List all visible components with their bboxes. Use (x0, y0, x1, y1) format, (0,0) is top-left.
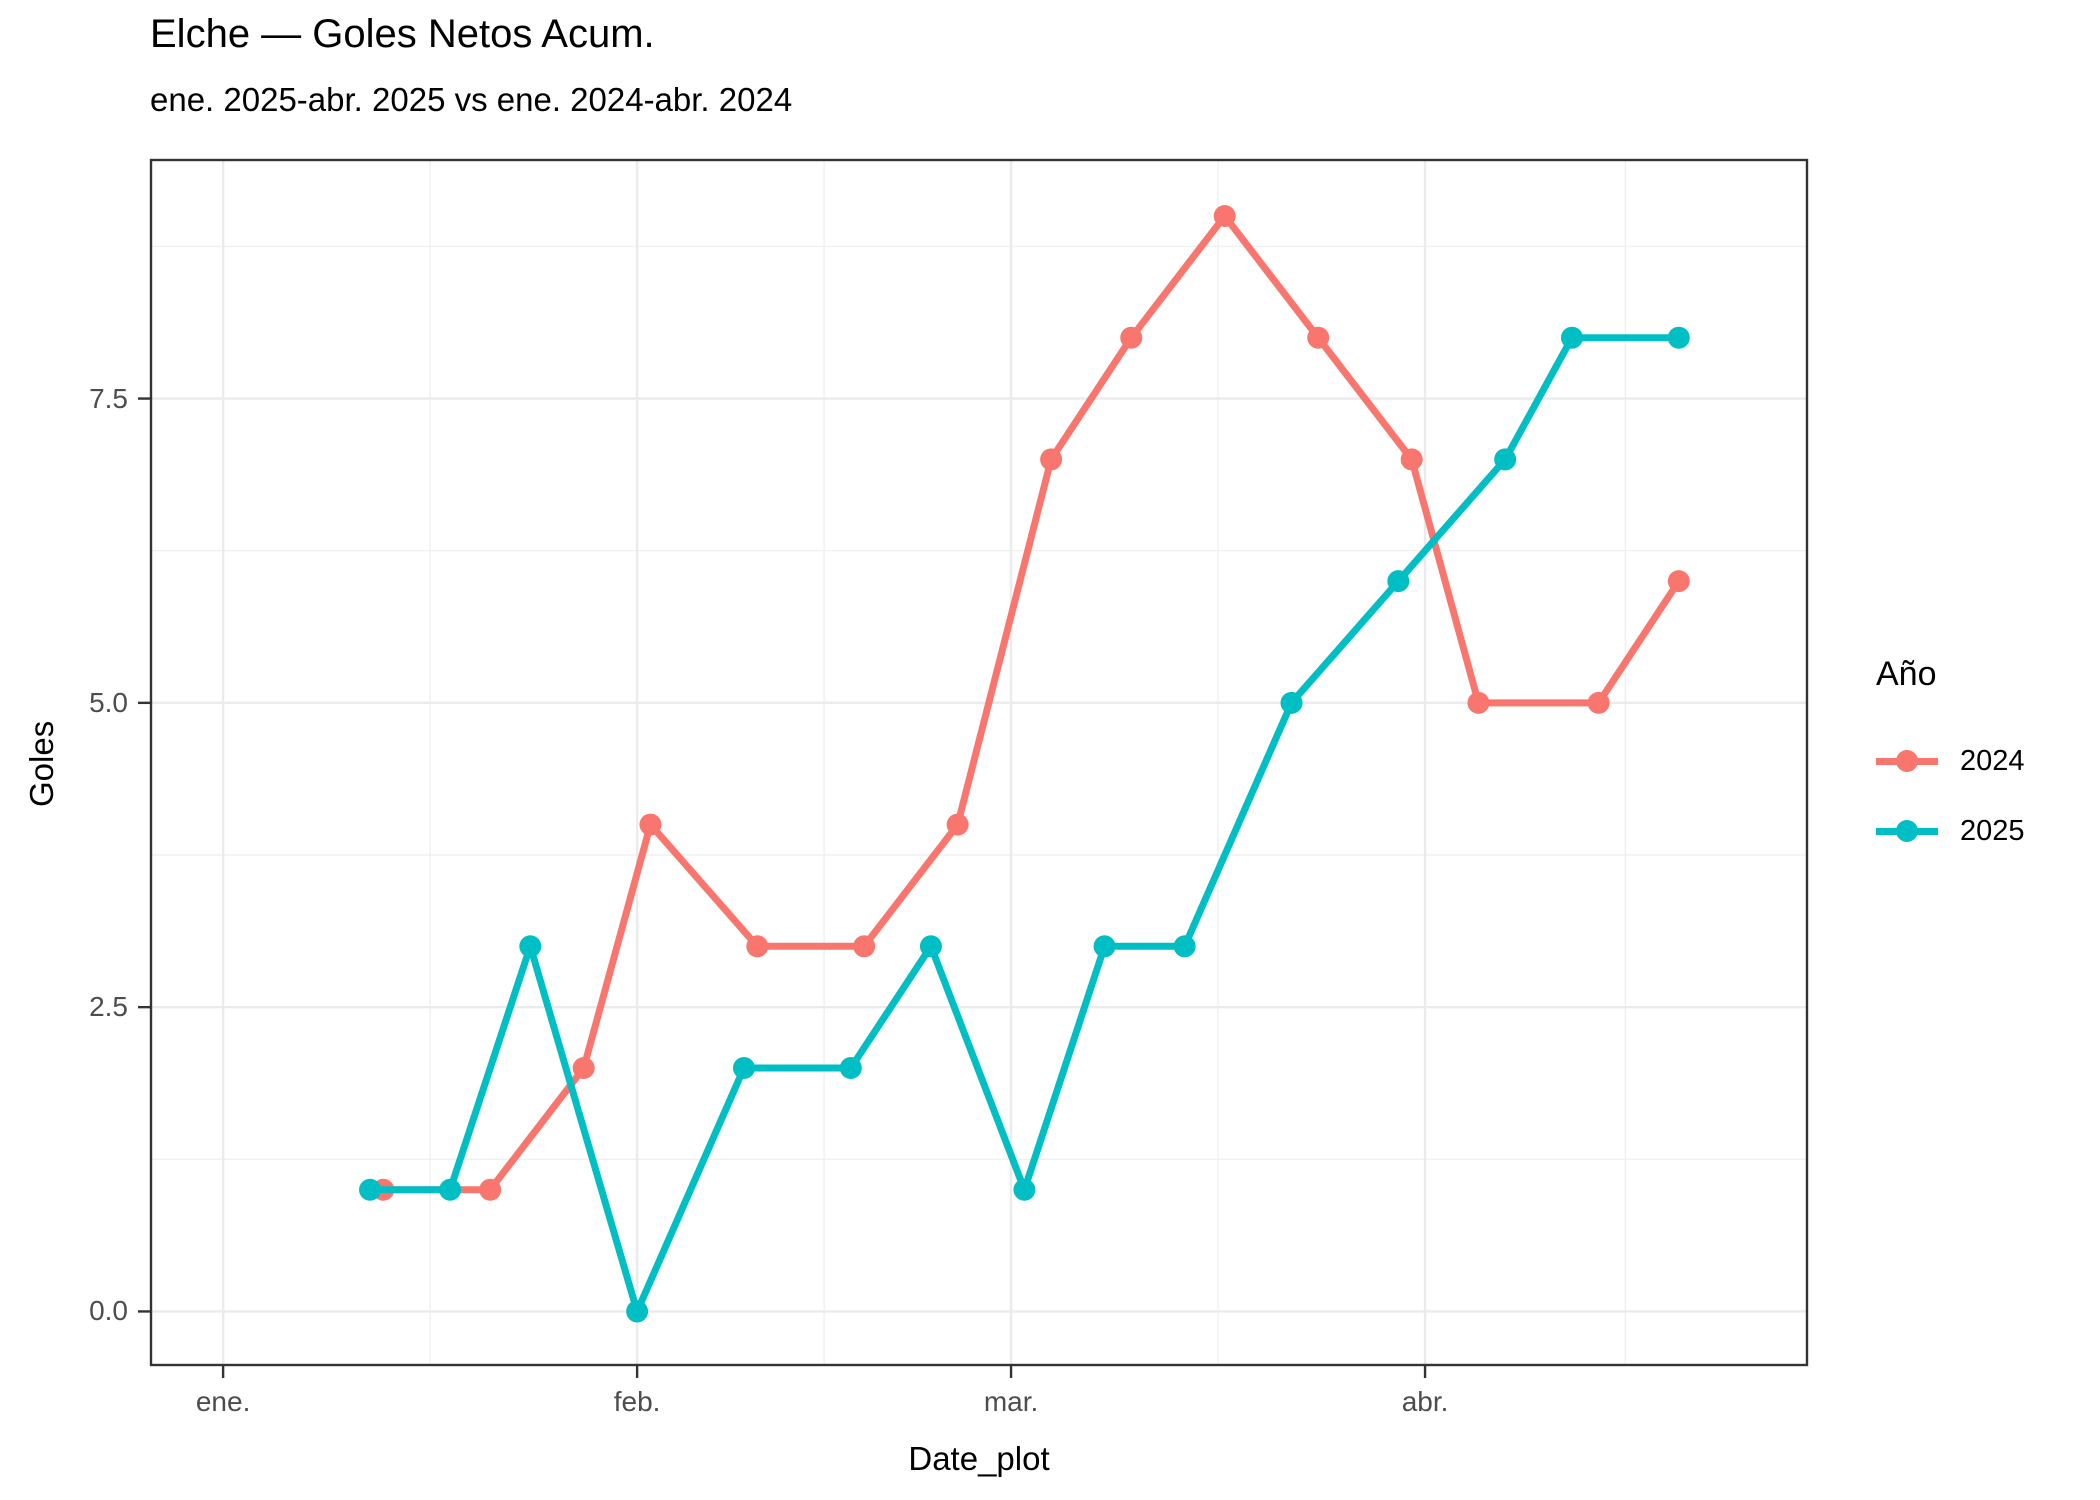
chart-subtitle: ene. 2025-abr. 2025 vs ene. 2024-abr. 20… (150, 81, 793, 118)
x-tick-label: ene. (195, 1386, 251, 1417)
data-point-2025 (439, 1178, 462, 1201)
legend-dot-icon (1896, 820, 1918, 842)
y-tick-label: 7.5 (89, 382, 128, 414)
data-point-2025 (1173, 935, 1196, 958)
x-tick-label: mar. (983, 1386, 1039, 1417)
data-point-2025 (1560, 326, 1583, 349)
legend-title: Año (1876, 655, 1937, 693)
legend-entry-2024: 2024 (1876, 738, 2025, 784)
data-point-2024 (639, 813, 662, 836)
data-point-2025 (1280, 691, 1303, 714)
data-point-2024 (1120, 326, 1143, 349)
legend-key-2025-icon (1876, 808, 1938, 854)
line-2025 (370, 334, 1679, 1315)
data-point-2025 (839, 1057, 862, 1080)
data-point-2025 (732, 1057, 755, 1080)
legend-entry-2025: 2025 (1876, 808, 2025, 854)
legend-label-2024: 2024 (1960, 744, 2025, 777)
data-point-2025 (359, 1178, 382, 1201)
data-point-2024 (946, 813, 969, 836)
data-point-2024 (572, 1057, 595, 1080)
x-axis-title: Date_plot (908, 1440, 1050, 1477)
data-point-2024 (1587, 691, 1610, 714)
data-point-2024 (853, 935, 876, 958)
legend-label-2025: 2025 (1960, 814, 2025, 847)
y-tick-label: 5.0 (89, 686, 128, 718)
data-point-2025 (1093, 935, 1116, 958)
y-tick-label: 0.0 (89, 1295, 128, 1327)
data-point-2024 (746, 935, 769, 958)
y-tick-label: 2.5 (89, 991, 128, 1023)
chart-title: Elche — Goles Netos Acum. (150, 12, 655, 56)
data-point-2024 (1400, 448, 1423, 471)
x-tick-label: feb. (613, 1386, 661, 1417)
data-point-2024 (479, 1178, 502, 1201)
legend-dot-icon (1896, 750, 1918, 772)
y-axis-title: Goles (23, 720, 60, 807)
data-point-2025 (626, 1300, 649, 1323)
data-point-2025 (1667, 326, 1690, 349)
data-point-2024 (1667, 570, 1690, 593)
data-point-2024 (1307, 326, 1330, 349)
data-point-2024 (1213, 204, 1236, 227)
data-point-2025 (1387, 570, 1410, 593)
data-point-2024 (1467, 691, 1490, 714)
data-point-2024 (1040, 448, 1063, 471)
panel-border (149, 158, 1809, 1367)
data-point-2025 (919, 935, 942, 958)
data-point-2025 (519, 935, 542, 958)
x-tick-label: abr. (1401, 1386, 1449, 1417)
legend: Año 2024 2025 (1876, 652, 2025, 878)
data-point-2025 (1494, 448, 1517, 471)
data-point-2025 (1013, 1178, 1036, 1201)
legend-key-2024-icon (1876, 738, 1938, 784)
